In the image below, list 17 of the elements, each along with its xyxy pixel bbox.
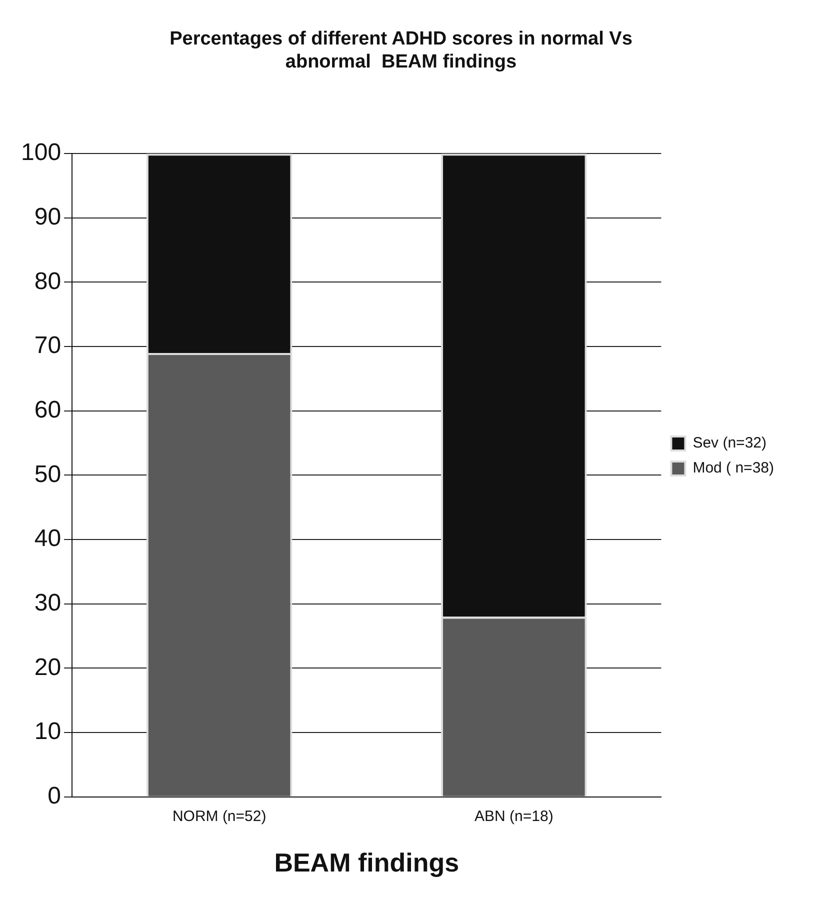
y-tick-label: 70 bbox=[34, 332, 62, 360]
y-tick-label: 80 bbox=[34, 268, 62, 295]
y-tick-label: 60 bbox=[34, 396, 62, 424]
x-tick-label: ABN (n=18) bbox=[474, 808, 554, 825]
y-tick-label: 90 bbox=[34, 204, 62, 231]
y-tick-label: 20 bbox=[34, 654, 62, 681]
x-tick-label: NORM (n=52) bbox=[172, 808, 266, 825]
y-tick-label: 30 bbox=[34, 589, 62, 616]
y-tick-label: 0 bbox=[48, 782, 62, 810]
y-tick-label: 100 bbox=[20, 139, 62, 166]
legend-label: Sev (n=32) bbox=[692, 434, 767, 452]
x-axis-title: BEAM findings bbox=[274, 848, 460, 878]
y-tick-label: 10 bbox=[34, 718, 62, 746]
y-tick-label: 40 bbox=[34, 525, 62, 552]
chart-title: Percentages of different ADHD scores in normal Vs abnormal BEAM findings bbox=[170, 28, 632, 72]
y-tick-label: 50 bbox=[34, 460, 62, 488]
legend-label: Mod ( n=38) bbox=[692, 460, 774, 477]
